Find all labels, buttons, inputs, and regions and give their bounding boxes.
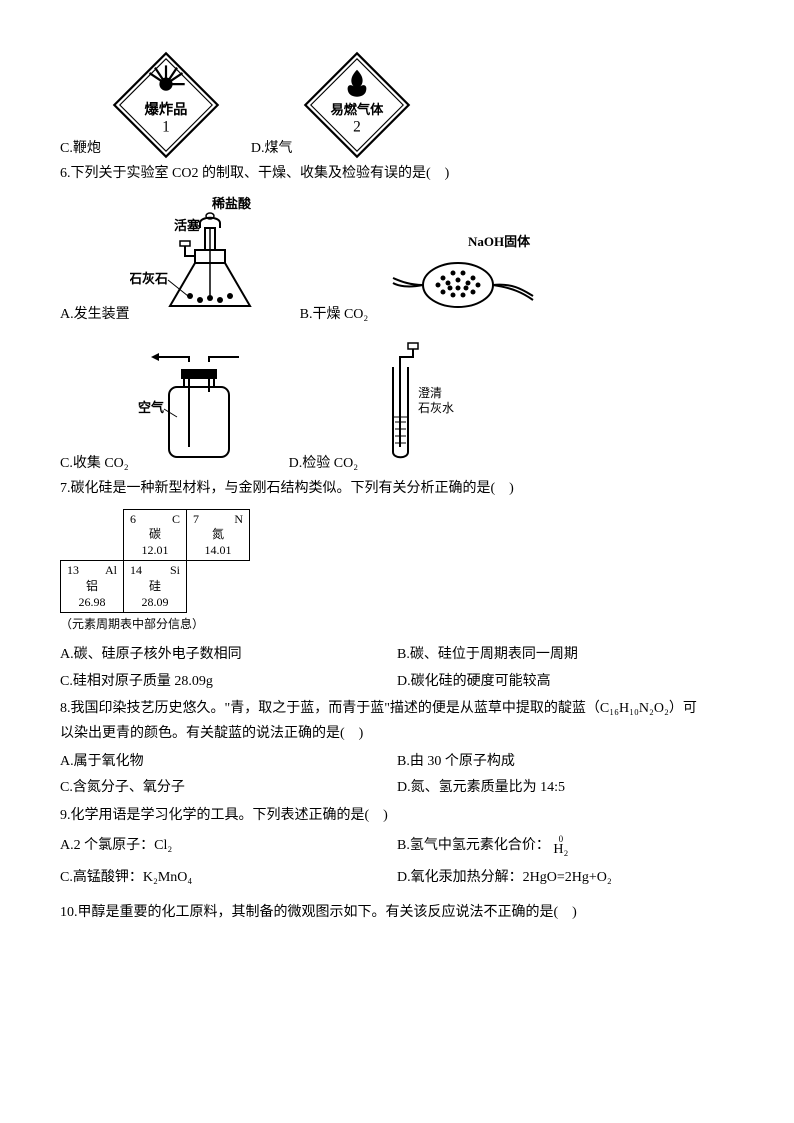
q7-a: A.碳、硅原子核外电子数相同 [60,644,397,666]
lbl-stopper: 活塞 [174,218,201,233]
q9-b-pre: B.氢气中氢元素化合价： [397,838,550,853]
q8-b: B.由 30 个原子构成 [397,751,734,773]
q5-d-label: D.煤气 [251,138,293,160]
hazard-sign-flammable: 易燃气体 2 [302,50,412,160]
lbl-lime-1: 澄清 [418,385,442,400]
q6-c-label: C.收集 CO₂ [60,453,129,475]
apparatus-collect: 空气 [129,337,269,475]
q5-option-c: C.鞭炮 爆炸品 1 [60,50,231,160]
lbl-air: 空气 [138,400,164,415]
cell-c: 6C 碳12.01 [124,509,187,561]
q7-d: D.碳化硅的硬度可能较高 [397,671,734,693]
sign2-text: 易燃气体 [331,101,385,117]
cell-al: 13Al 铝26.98 [61,561,124,613]
sign2-num: 2 [354,118,362,135]
q6-row2: C.收集 CO₂ 空气 D.检验 CO₂ [60,337,734,475]
lbl-acid: 稀盐酸 [212,196,252,211]
cell-n: 7N 氮14.01 [187,509,250,561]
q7-b: B.碳、硅位于周期表同一周期 [397,644,734,666]
q5-option-d: D.煤气 易燃气体 2 [251,50,423,160]
q9-b: B.氢气中氢元素化合价： 0 H₂ [397,832,734,860]
q8-a: A.属于氧化物 [60,751,397,773]
cell-si: 14Si 硅28.09 [124,561,187,613]
sign1-num: 1 [162,118,170,135]
q9-b-stack: 0 H₂ [553,835,568,856]
q8-stem2: 以染出更青的颜色。有关靛蓝的说法正确的是( ) [60,723,734,745]
q9-b-bot: H₂ [553,844,568,857]
q9-stem: 9.化学用语是学习化学的工具。下列表述正确的是( ) [60,805,734,827]
q7-options: A.碳、硅原子核外电子数相同 B.碳、硅位于周期表同一周期 C.硅相对原子质量 … [60,642,734,695]
sign1-text: 爆炸品 [144,100,187,118]
q9-c: C.高锰酸钾：K₂MnO₄ [60,864,397,892]
q6-b-label: B.干燥 CO₂ [300,304,369,326]
q5-options-row: C.鞭炮 爆炸品 1 D.煤气 [60,50,734,160]
q7-caption: （元素周期表中部分信息） [60,615,734,634]
lbl-naoh: NaOH固体 [468,234,531,249]
q8-options: A.属于氧化物 B.由 30 个原子构成 C.含氮分子、氧分子 D.氮、氢元素质… [60,749,734,802]
q6-d-label: D.检验 CO₂ [289,453,358,475]
q8-c: C.含氮分子、氧分子 [60,777,397,799]
periodic-table-fragment: 6C 碳12.01 7N 氮14.01 13Al 铝26.98 14Si 硅28… [60,509,250,614]
hazard-sign-explosive: 爆炸品 1 [111,50,221,160]
q9-d: D.氧化汞加热分解：2HgO=2Hg+O₂ [397,864,734,892]
q6-row1: A.发生装置 稀盐酸 活塞 石灰石 B.干燥 CO₂ [60,188,734,326]
apparatus-test: 澄清 石灰水 [358,337,478,475]
q7-c: C.硅相对原子质量 28.09g [60,671,397,693]
apparatus-drying: NaOH固体 [368,228,548,326]
q9-options: A.2 个氯原子：Cl₂ B.氢气中氢元素化合价： 0 H₂ C.高锰酸钾：K₂… [60,830,734,894]
q8-d: D.氮、氢元素质量比为 14:5 [397,777,734,799]
q8-stem1: 8.我国印染技艺历史悠久。"青，取之于蓝，而青于蓝"描述的便是从蓝草中提取的靛蓝… [60,698,734,720]
q9-a: A.2 个氯原子：Cl₂ [60,832,397,860]
apparatus-generator: 稀盐酸 活塞 石灰石 [130,188,290,326]
lbl-stone: 石灰石 [130,271,168,286]
q5-c-label: C.鞭炮 [60,138,101,160]
q6-a-label: A.发生装置 [60,304,130,326]
q6-stem: 6.下列关于实验室 CO2 的制取、干燥、收集及检验有误的是( ) [60,163,734,185]
lbl-lime-2: 石灰水 [418,401,454,415]
q10-stem: 10.甲醇是重要的化工原料，其制备的微观图示如下。有关该反应说法不正确的是( ) [60,902,734,924]
q7-stem: 7.碳化硅是一种新型材料，与金刚石结构类似。下列有关分析正确的是( ) [60,478,734,500]
